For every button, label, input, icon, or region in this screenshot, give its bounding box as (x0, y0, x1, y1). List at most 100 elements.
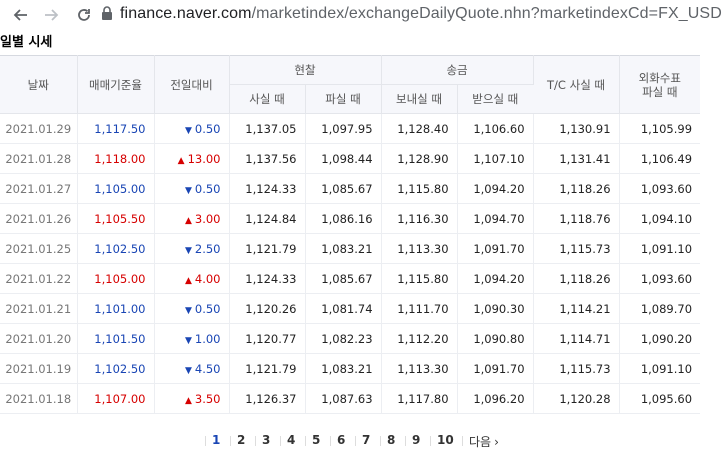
back-button[interactable] (8, 3, 32, 27)
page-separator (255, 436, 256, 446)
section-title: 일별 시세 (0, 35, 53, 50)
table-row: 2021.01.28 1,118.00 ▲ 13.00 1,137.56 1,098.44… (0, 143, 701, 174)
forward-button[interactable] (40, 3, 64, 27)
down-triangle-icon: ▼ (184, 245, 192, 256)
date-cell: 2021.01.21 (0, 293, 78, 324)
cash-buy-cell: 1,137.56 (229, 143, 306, 174)
date-cell: 2021.01.26 (0, 203, 78, 234)
change-value: 4.50 (194, 361, 221, 376)
up-triangle-icon: ▲ (177, 155, 185, 166)
remit-send-cell: 1,116.30 (381, 203, 458, 234)
table-row: 2021.01.29 1,117.50 ▼ 0.50 1,137.05 1,097.95 1… (0, 113, 701, 144)
check-sell-cell: 1,091.10 (619, 353, 701, 384)
change-value: 2.50 (194, 241, 221, 256)
page-link-7[interactable]: 7 (362, 433, 371, 447)
remit-receive-cell: 1,091.70 (457, 233, 534, 264)
cash-sell-cell: 1,087.63 (305, 383, 382, 414)
base-rate-cell: 1,107.00 (77, 383, 155, 414)
header-tc-buy: T/C 사실 때 (533, 55, 620, 114)
remit-send-cell: 1,128.90 (381, 143, 458, 174)
change-value: 3.00 (194, 211, 221, 226)
change-value: 0.50 (194, 181, 221, 196)
page-link-8[interactable]: 8 (387, 433, 396, 447)
address-bar[interactable]: finance.naver.com/marketindex/exchangeDa… (120, 4, 723, 24)
up-triangle-icon: ▲ (184, 215, 192, 226)
change-value: 0.50 (194, 121, 221, 136)
remit-receive-cell: 1,091.70 (457, 353, 534, 384)
page-separator (355, 436, 356, 446)
check-sell-cell: 1,095.60 (619, 383, 701, 414)
table-row: 2021.01.22 1,105.00 ▲ 4.00 1,124.33 1,085.67 1… (0, 263, 701, 294)
page-link-1[interactable]: 1 (212, 433, 221, 447)
change-cell: ▼ 4.50 (154, 353, 230, 384)
page-link-10[interactable]: 10 (437, 433, 454, 447)
lock-icon[interactable] (101, 6, 113, 26)
change-value: 1.00 (194, 331, 221, 346)
date-cell: 2021.01.25 (0, 233, 78, 264)
change-cell: ▼ 0.50 (154, 293, 230, 324)
tc-buy-cell: 1,118.26 (533, 173, 620, 204)
header-cash-buy: 사실 때 (229, 84, 306, 114)
forward-arrow-icon (45, 9, 59, 21)
remit-send-cell: 1,128.40 (381, 113, 458, 144)
page-separator (380, 436, 381, 446)
header-check-sell: 외화수표 파실 때 (619, 55, 701, 114)
change-value: 3.50 (194, 391, 221, 406)
header-cash-group: 현찰 (229, 55, 382, 85)
cash-sell-cell: 1,082.23 (305, 323, 382, 354)
tc-buy-cell: 1,114.71 (533, 323, 620, 354)
table-row: 2021.01.25 1,102.50 ▼ 2.50 1,121.79 1,083.21 1… (0, 233, 701, 264)
change-cell: ▲ 4.00 (154, 263, 230, 294)
base-rate-cell: 1,102.50 (77, 233, 155, 264)
base-rate-cell: 1,102.50 (77, 353, 155, 384)
reload-button[interactable] (72, 3, 96, 27)
header-remit-send: 보내실 때 (381, 84, 458, 114)
remit-receive-cell: 1,094.70 (457, 203, 534, 234)
change-cell: ▼ 2.50 (154, 233, 230, 264)
cash-sell-cell: 1,085.67 (305, 263, 382, 294)
check-sell-cell: 1,106.49 (619, 143, 701, 174)
remit-send-cell: 1,113.30 (381, 233, 458, 264)
header-check-sell-line1: 외화수표 (638, 70, 681, 85)
header-cash-sell: 파실 때 (305, 84, 382, 114)
cash-sell-cell: 1,097.95 (305, 113, 382, 144)
base-rate-cell: 1,118.00 (77, 143, 155, 174)
exchange-rate-table: 날짜 매매기준율 전일대비 현찰 송금 T/C 사실 때 외화수표 파실 때 사실… (0, 55, 701, 414)
date-cell: 2021.01.28 (0, 143, 78, 174)
next-page-button[interactable]: 다음 › (469, 433, 499, 450)
remit-send-cell: 1,113.30 (381, 353, 458, 384)
change-cell: ▼ 1.00 (154, 323, 230, 354)
date-cell: 2021.01.22 (0, 263, 78, 294)
change-cell: ▼ 0.50 (154, 113, 230, 144)
cash-buy-cell: 1,120.26 (229, 293, 306, 324)
page-separator (462, 436, 463, 446)
page-link-3[interactable]: 3 (262, 433, 271, 447)
page-link-4[interactable]: 4 (287, 433, 296, 447)
cash-sell-cell: 1,085.67 (305, 173, 382, 204)
change-value: 4.00 (194, 271, 221, 286)
cash-buy-cell: 1,126.37 (229, 383, 306, 414)
url-host: finance.naver.com (120, 5, 252, 22)
page-link-9[interactable]: 9 (412, 433, 421, 447)
table-row: 2021.01.21 1,101.00 ▼ 0.50 1,120.26 1,081.74 1… (0, 293, 701, 324)
page-link-5[interactable]: 5 (312, 433, 321, 447)
up-triangle-icon: ▲ (184, 275, 192, 286)
remit-send-cell: 1,117.80 (381, 383, 458, 414)
header-remit-group: 송금 (381, 55, 534, 85)
change-cell: ▲ 3.00 (154, 203, 230, 234)
date-cell: 2021.01.19 (0, 353, 78, 384)
remit-receive-cell: 1,090.80 (457, 323, 534, 354)
cash-sell-cell: 1,086.16 (305, 203, 382, 234)
page-link-6[interactable]: 6 (337, 433, 346, 447)
page-separator (430, 436, 431, 446)
base-rate-cell: 1,101.50 (77, 323, 155, 354)
header-base-rate: 매매기준율 (77, 55, 155, 114)
cash-buy-cell: 1,124.33 (229, 263, 306, 294)
remit-receive-cell: 1,096.20 (457, 383, 534, 414)
check-sell-cell: 1,089.70 (619, 293, 701, 324)
page-link-2[interactable]: 2 (237, 433, 246, 447)
base-rate-cell: 1,101.00 (77, 293, 155, 324)
cash-sell-cell: 1,083.21 (305, 353, 382, 384)
chevron-right-icon: › (494, 435, 499, 449)
remit-send-cell: 1,115.80 (381, 263, 458, 294)
